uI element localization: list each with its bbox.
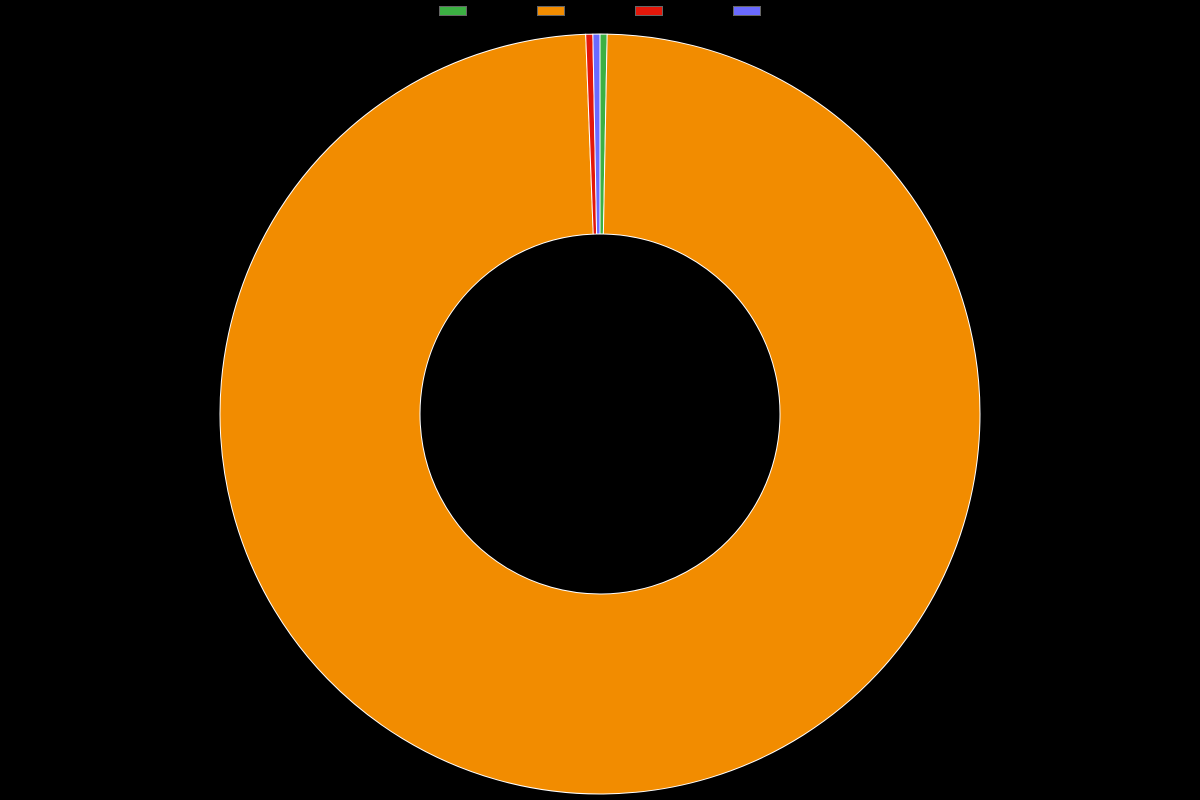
legend-swatch-3 <box>733 6 761 16</box>
legend-swatch-0 <box>439 6 467 16</box>
chart-container <box>0 0 1200 800</box>
legend-swatch-1 <box>537 6 565 16</box>
legend-swatch-2 <box>635 6 663 16</box>
donut-chart-wrap <box>0 28 1200 800</box>
donut-chart <box>0 28 1200 800</box>
legend <box>0 6 1200 16</box>
